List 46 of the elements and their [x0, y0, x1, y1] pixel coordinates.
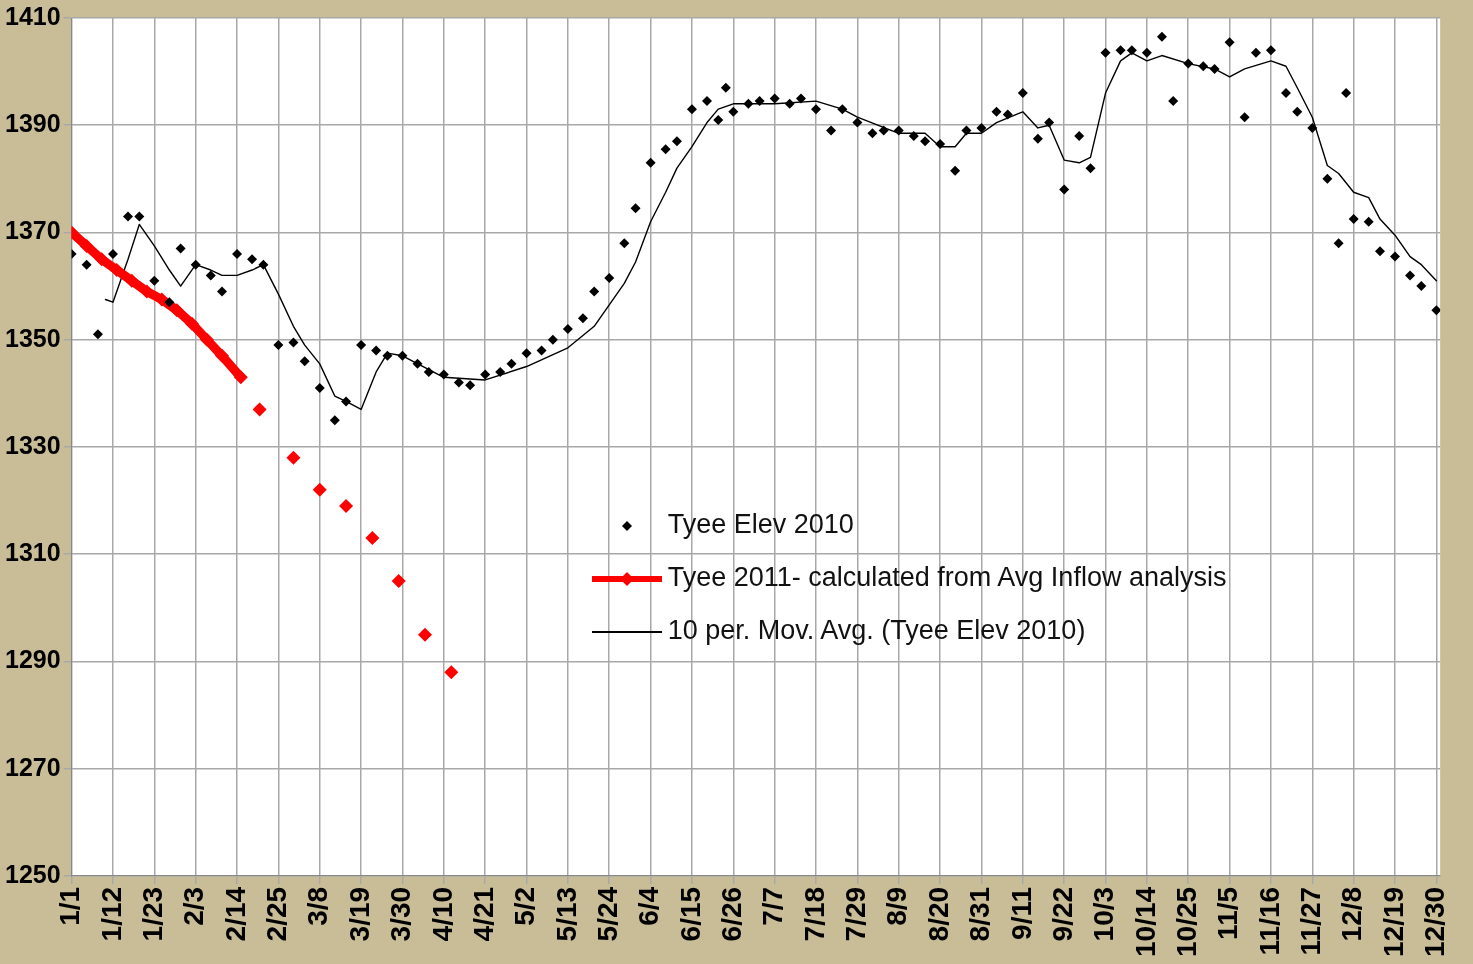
x-tick-label: 3/19	[343, 886, 375, 942]
x-tick-label: 12/8	[1336, 886, 1368, 942]
x-tick-label: 7/18	[798, 886, 830, 942]
x-tick-label: 8/31	[964, 886, 996, 942]
x-tick-label: 3/30	[385, 886, 417, 942]
y-tick-label: 1310	[4, 538, 61, 567]
x-tick-label: 5/2	[509, 886, 541, 926]
x-tick-label: 10/3	[1088, 886, 1120, 942]
x-tick-label: 10/14	[1129, 886, 1161, 958]
y-tick-label: 1390	[4, 109, 61, 138]
x-tick-label: 12/19	[1377, 886, 1409, 958]
x-tick-label: 4/21	[467, 886, 499, 942]
x-tick-label: 1/1	[54, 886, 86, 926]
y-tick-label: 1290	[4, 645, 61, 674]
x-tick-label: 11/16	[1253, 886, 1285, 956]
legend-label: Tyee Elev 2010	[667, 509, 854, 540]
x-tick-label: 2/14	[219, 886, 251, 942]
y-tick-label: 1270	[4, 752, 61, 781]
x-tick-label: 5/13	[550, 886, 582, 942]
x-tick-label: 8/9	[881, 886, 913, 926]
legend-label: Tyee 2011- calculated from Avg Inflow analysis	[667, 562, 1227, 593]
x-tick-label: 11/5	[1212, 886, 1244, 940]
x-tick-label: 6/26	[716, 886, 748, 942]
x-tick-label: 10/25	[1170, 886, 1202, 958]
x-tick-label: 7/7	[757, 886, 789, 926]
y-tick-label: 1330	[4, 430, 61, 459]
x-tick-label: 1/23	[137, 886, 169, 942]
x-tick-label: 7/29	[840, 886, 872, 942]
x-tick-label: 2/3	[178, 886, 210, 926]
x-tick-label: 1/12	[95, 886, 127, 942]
x-tick-label: 9/11	[1005, 886, 1037, 940]
y-tick-label: 1250	[4, 859, 61, 888]
x-tick-label: 4/10	[426, 886, 458, 942]
x-tick-label: 12/30	[1419, 886, 1451, 958]
y-tick-label: 1410	[4, 1, 61, 30]
y-tick-label: 1370	[4, 216, 61, 245]
x-tick-label: 2/25	[261, 886, 293, 942]
x-tick-label: 11/27	[1295, 886, 1327, 956]
y-tick-label: 1350	[4, 323, 61, 352]
x-tick-label: 5/24	[591, 886, 623, 942]
x-tick-label: 8/20	[922, 886, 954, 942]
x-tick-label: 6/4	[633, 886, 665, 926]
x-tick-label: 6/15	[674, 886, 706, 942]
legend-label: 10 per. Mov. Avg. (Tyee Elev 2010)	[667, 615, 1086, 646]
x-tick-label: 9/22	[1046, 886, 1078, 942]
x-tick-label: 3/8	[302, 886, 334, 926]
